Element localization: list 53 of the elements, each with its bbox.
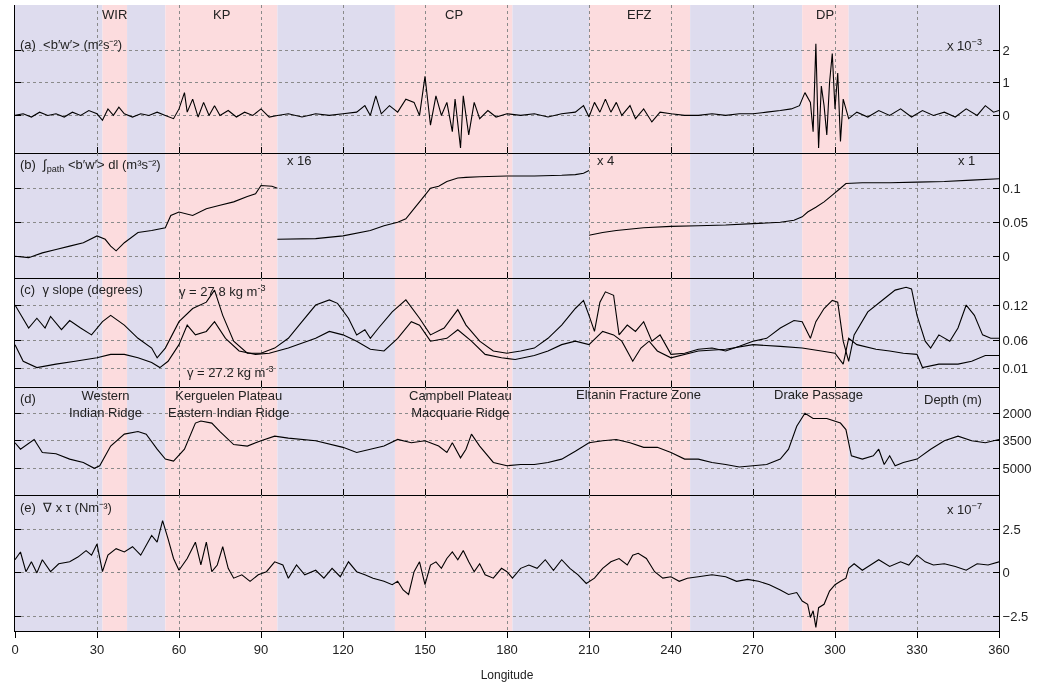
y-tick-label: −2.5 — [1002, 609, 1029, 625]
chart-title: (c) γ slope (degrees) — [20, 282, 143, 297]
annotation: x 1 — [958, 153, 976, 168]
x-axis-title: Longitude — [480, 668, 534, 683]
y-tick-label: 0 — [1002, 107, 1010, 123]
x-tick-label: 60 — [171, 641, 187, 657]
x-tick-label: 330 — [906, 641, 928, 657]
band-label: KP — [213, 7, 231, 22]
y-tick-label: 0 — [1002, 565, 1010, 581]
x-tick-label: 90 — [253, 641, 269, 657]
annotation: γ = 27.8 kg m$^{-3}$ — [179, 283, 266, 300]
band-label: EFZ — [627, 7, 652, 22]
annotation: γ = 27.2 kg m$^{-3}$ — [187, 364, 274, 381]
y-tick-label: 0.12 — [1002, 298, 1028, 314]
x-tick-label: 180 — [496, 641, 518, 657]
x-tick-label: 240 — [660, 641, 682, 657]
x-tick-label: 210 — [578, 641, 600, 657]
annotation: x 10$^{−7}$ — [947, 501, 982, 518]
x-tick-label: 120 — [332, 641, 354, 657]
x-tick-label: 150 — [414, 641, 436, 657]
band-label: WIR — [102, 7, 128, 22]
x-tick-label: 30 — [89, 641, 105, 657]
y-tick-label: 2 — [1002, 42, 1010, 58]
annotation: Western Indian Ridge — [69, 388, 142, 420]
y-tick-label: 3500 — [1002, 433, 1032, 449]
x-tick-label: 300 — [824, 641, 846, 657]
annotation: x 16 — [287, 153, 312, 168]
y-tick-label: 2000 — [1002, 405, 1032, 421]
band-label: DP — [816, 7, 835, 22]
annotation: Kerguelen Plateau Eastern Indian Ridge — [168, 388, 290, 420]
annotation: Drake Passage — [774, 387, 863, 402]
band-label: CP — [445, 7, 464, 22]
chart-title: (d) — [20, 391, 36, 406]
x-tick-label: 360 — [988, 641, 1010, 657]
text: (a) <b′w′> (m²s⁻²) — [20, 37, 123, 52]
y-tick-label: 0 — [1002, 248, 1010, 264]
x-tick-label: 0 — [11, 641, 19, 657]
y-tick-label: 0.1 — [1002, 180, 1021, 196]
y-tick-label: 5000 — [1002, 460, 1032, 476]
y-tick-label: 1 — [1002, 75, 1010, 91]
chart-title: (e) ∇ x τ (Nm⁻³) — [20, 500, 112, 515]
annotation: Campbell Plateau Macquarie Ridge — [409, 388, 512, 420]
annotation: Eltanin Fracture Zone — [576, 387, 702, 402]
annotation: x 10$^{−3}$ — [947, 37, 982, 54]
y-tick-label: 0.05 — [1002, 214, 1028, 230]
y-tick-label: 2.5 — [1002, 521, 1021, 537]
line-series — [276, 170, 590, 240]
annotation: x 4 — [597, 153, 615, 168]
x-tick-label: 270 — [742, 641, 764, 657]
chart-title: (b) ∫$_{path}$ <b′w′> dl (m³s⁻²) — [20, 157, 161, 174]
y-tick-label: 0.06 — [1002, 332, 1028, 348]
y-tick-label: 0.01 — [1002, 361, 1028, 377]
annotation: Depth (m) — [924, 392, 982, 407]
